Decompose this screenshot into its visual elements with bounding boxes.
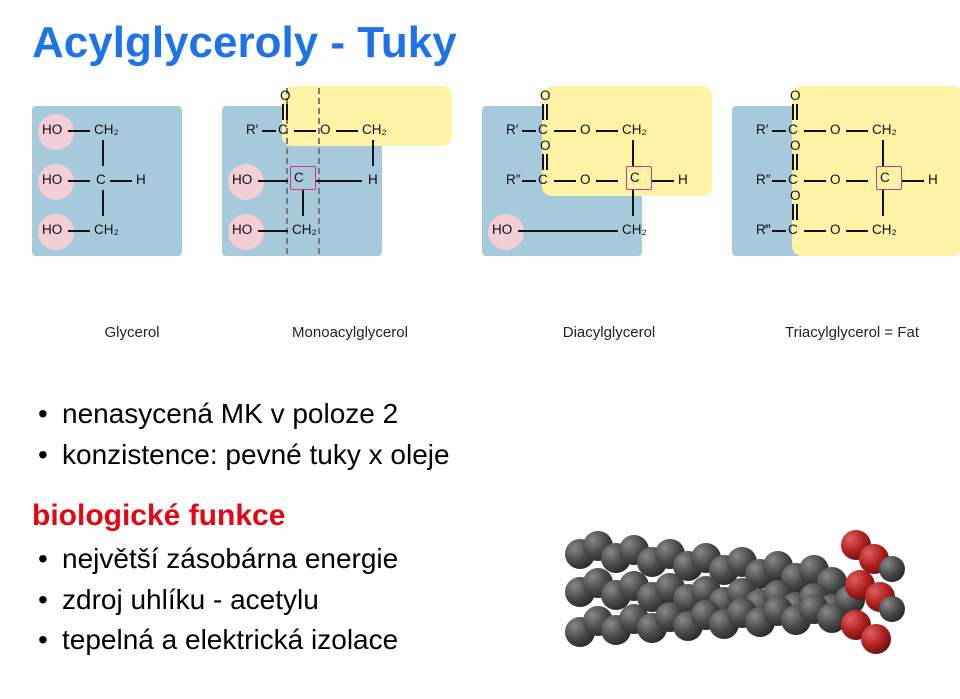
molecule-3d [560, 499, 920, 699]
label-tri: Triacylglycerol = Fat [742, 324, 960, 341]
panel-glycerol: HO CH₂ HO C H HO CH₂ [32, 86, 202, 286]
structures-diagram: HO CH₂ HO C H HO CH₂ R′ C O O C [32, 86, 932, 316]
section-heading: biologické funkce [32, 499, 552, 533]
bullet: zdroj uhlíku - acetylu [32, 580, 552, 621]
panel-di: R′ C O O CH₂ R″ C O O C H HO CH₂ [482, 86, 722, 286]
bullet: konzistence: pevné tuky x oleje [32, 435, 928, 476]
panel-labels-row: Glycerol Monoacylglycerol Diacylglycerol… [32, 324, 932, 354]
panel-mono: R′ C O O CH₂ HO C H HO CH₂ [222, 86, 462, 286]
bullet: tepelná a elektrická izolace [32, 620, 552, 661]
upper-bullets: nenasycená MK v poloze 2 konzistence: pe… [32, 394, 928, 475]
panel-tri: R′ C O O CH₂ R″ C O O C H R‴ C O O CH₂ [732, 86, 960, 286]
label-mono: Monoacylglycerol [240, 324, 460, 341]
bullet: největší zásobárna energie [32, 539, 552, 580]
label-di: Diacylglycerol [499, 324, 719, 341]
lower-bullets: největší zásobárna energie zdroj uhlíku … [32, 539, 552, 661]
page-title: Acylglyceroly - Tuky [32, 18, 928, 68]
label-glycerol: Glycerol [62, 324, 202, 341]
bullet: nenasycená MK v poloze 2 [32, 394, 928, 435]
